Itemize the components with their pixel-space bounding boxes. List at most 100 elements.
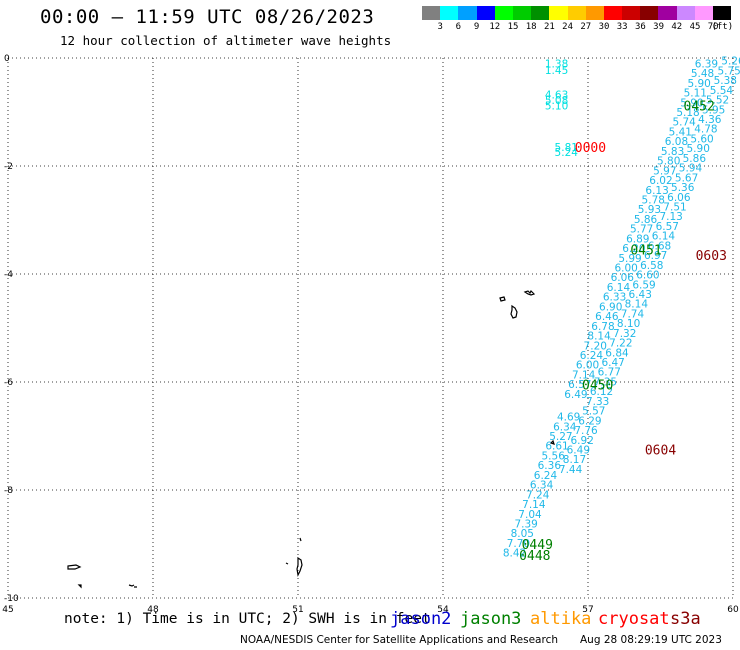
- swh-value: 6.24: [534, 470, 558, 482]
- lat-label: -4: [4, 270, 13, 280]
- legend-swatch: [694, 6, 713, 20]
- island-seychelles-a: [499, 296, 506, 302]
- wave-height-observations: 1.381.454.635.085.105.815.246.395.485.90…: [503, 56, 740, 560]
- swh-value: 5.74: [672, 117, 696, 129]
- color-legend: [422, 6, 732, 20]
- swh-value: 7.35: [594, 376, 617, 388]
- swh-value: 8.10: [617, 318, 640, 330]
- pass-time-label: 0449: [522, 538, 553, 553]
- swh-value: 5.18: [676, 107, 699, 119]
- swh-value: 6.59: [632, 279, 655, 291]
- legend-tick-label: 9: [473, 22, 480, 32]
- island-seychelles-c: [510, 304, 518, 319]
- swh-value: 6.61: [545, 441, 568, 453]
- satellite-label-altika: altika: [530, 609, 592, 629]
- legend-swatch: [531, 6, 550, 20]
- swh-value: 5.24: [555, 147, 579, 159]
- swh-value: 5.97: [653, 165, 676, 177]
- swh-value: 5.48: [691, 68, 714, 80]
- swh-value: 7.14: [522, 499, 546, 511]
- legend-swatch: [603, 6, 623, 20]
- legend-tick-label: 3: [437, 22, 443, 32]
- swh-value: 6.00: [614, 263, 637, 275]
- swh-value: 6.06: [667, 192, 691, 204]
- legend-swatch: [713, 6, 732, 20]
- swh-value: 5.75: [717, 65, 740, 77]
- swh-value: 6.00: [576, 360, 599, 372]
- swh-value: 5.90: [687, 78, 710, 90]
- legend-tick-label: 70: [707, 22, 719, 32]
- legend-tick-label: 24: [562, 22, 574, 32]
- swh-value: 5.11: [684, 88, 707, 100]
- swh-value: 5.36: [671, 182, 695, 194]
- satellite-label-s3a: s3a: [670, 609, 701, 629]
- swh-value: 5.90: [680, 97, 703, 109]
- legend-swatch: [676, 6, 695, 20]
- swh-value: 4.36: [698, 114, 722, 126]
- legend-tick-label: 39: [653, 22, 665, 32]
- swh-value: 7.24: [526, 489, 550, 501]
- swh-value: 6.90: [599, 301, 622, 313]
- swh-value: 6.13: [645, 185, 668, 197]
- swh-value: 5.95: [702, 104, 725, 116]
- swh-value: 8.14: [587, 331, 611, 343]
- island-farquhar-a: [67, 564, 82, 570]
- lat-label: 0: [4, 54, 10, 64]
- island-farquhar-b: [77, 584, 82, 589]
- lat-lon-grid: [7, 57, 734, 599]
- swh-value: 5.54: [710, 85, 734, 97]
- island-amirante: [549, 439, 555, 445]
- legend-swatch: [567, 6, 586, 20]
- swh-value: 7.22: [609, 338, 632, 350]
- legend-tick-label: 36: [634, 22, 646, 32]
- swh-value: 5.78: [642, 194, 665, 206]
- swh-value: 5.08: [545, 95, 568, 107]
- swh-value: 6.60: [636, 270, 659, 282]
- swh-value: 6.84: [605, 347, 629, 359]
- legend-tick-label: 42: [671, 22, 683, 32]
- legend-tick-label: 45: [689, 22, 701, 32]
- island-comoros-a: [296, 556, 303, 577]
- axis-labels: 45 48 51 54 57 60 0 -2 -4 -6 -8 -10: [2, 54, 739, 615]
- legend-swatch: [476, 6, 495, 20]
- legend-tick-label: 21: [543, 22, 555, 32]
- legend-tick-label: 15: [507, 22, 519, 32]
- lat-label: -2: [4, 162, 13, 172]
- lon-label: 60: [727, 605, 739, 615]
- satellite-label-cryosat: cryosat: [598, 609, 670, 629]
- legend-swatch: [440, 6, 459, 20]
- swh-value: 4.78: [694, 124, 717, 136]
- legend-swatch: [494, 6, 513, 20]
- swh-value: 5.38: [714, 75, 737, 87]
- satellite-label-jason3: jason3: [460, 609, 522, 629]
- map-subtitle: 12 hour collection of altimeter wave hei…: [60, 33, 392, 48]
- swh-value: 5.94: [679, 163, 703, 175]
- swh-value: 6.20: [622, 243, 645, 255]
- swh-value: 7.04: [518, 509, 542, 521]
- legend-swatch: [622, 6, 641, 20]
- swh-value: 8.42: [503, 548, 526, 560]
- satellite-label-jason2: jason2: [390, 609, 452, 629]
- swh-value: 7.20: [584, 340, 607, 352]
- legend-swatch: [549, 6, 568, 20]
- legend-swatch: [658, 6, 677, 20]
- swh-value: 5.26: [721, 56, 740, 68]
- lon-label: 57: [582, 605, 593, 615]
- swh-value: 5.77: [630, 224, 653, 236]
- swh-value: 5.86: [634, 214, 658, 226]
- swh-value: 5.41: [669, 126, 692, 138]
- units-note: note: 1) Time is in UTC; 2) SWH is in fe…: [64, 611, 431, 627]
- swh-value: 6.47: [601, 357, 624, 369]
- swh-value: 5.86: [683, 153, 707, 165]
- pass-time-label: 0603: [696, 249, 727, 264]
- lat-label: -10: [4, 594, 19, 604]
- swh-value: 6.57: [656, 221, 679, 233]
- swh-value: 6.14: [607, 282, 631, 294]
- pass-time-label: 0448: [519, 549, 550, 564]
- swh-value: 7.14: [572, 369, 596, 381]
- lon-label: 51: [292, 605, 303, 615]
- swh-value: 6.89: [626, 233, 649, 245]
- legend-tick-label: 6: [455, 22, 462, 32]
